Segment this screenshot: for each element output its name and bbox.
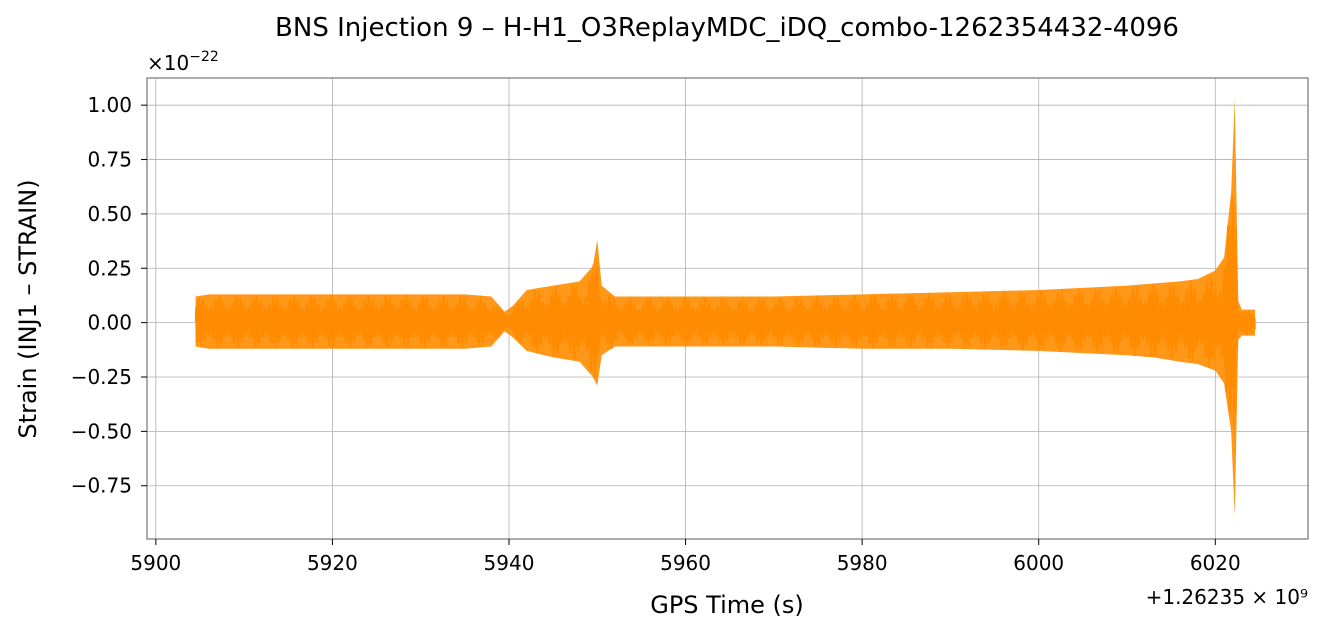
grid-layer xyxy=(147,78,1308,539)
y-scale-exponent: −22 xyxy=(189,49,219,65)
x-axis-label: GPS Time (s) xyxy=(650,591,804,619)
chart-title: BNS Injection 9 – H-H1_O3ReplayMDC_iDQ_c… xyxy=(275,13,1179,43)
y-axis-label: Strain (INJ1 – STRAIN) xyxy=(14,179,42,438)
y-tick-label: −0.25 xyxy=(71,365,132,389)
y-tick-label: 0.75 xyxy=(87,148,132,172)
y-tick-label: 0.25 xyxy=(87,256,132,280)
ticks-layer: 5900 5920 5940 5960 5980 6000 6020 1.00 0.75 0.50… xyxy=(71,93,1241,575)
y-tick-label: −0.50 xyxy=(71,419,132,443)
y-tick-label: −0.75 xyxy=(71,474,132,498)
x-tick-label: 5960 xyxy=(660,551,711,575)
y-scale-label: ×10−22 xyxy=(147,49,219,75)
y-tick-label: 0.00 xyxy=(87,311,132,335)
data-layer xyxy=(194,98,1256,517)
y-tick-label: 0.50 xyxy=(87,202,132,226)
x-tick-label: 5980 xyxy=(837,551,888,575)
y-tick-label: 1.00 xyxy=(87,93,132,117)
plot-frame xyxy=(146,77,1309,540)
y-scale-base: ×10 xyxy=(147,51,189,75)
x-tick-label: 5940 xyxy=(484,551,535,575)
x-tick-label: 6000 xyxy=(1013,551,1064,575)
x-tick-label: 6020 xyxy=(1190,551,1241,575)
x-tick-label: 5900 xyxy=(130,551,181,575)
x-tick-label: 5920 xyxy=(307,551,358,575)
x-offset-label: +1.26235 × 10⁹ xyxy=(1146,585,1308,609)
series-0-line xyxy=(194,194,1256,429)
